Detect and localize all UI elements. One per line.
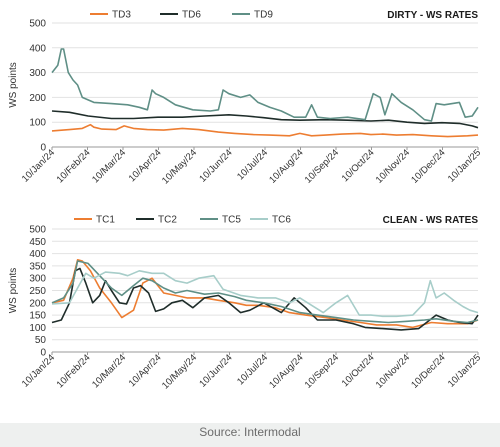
dirty-y-axis-label: WS points: [8, 62, 19, 108]
dirty-x-tick-label: 10/Jun/24: [197, 147, 234, 184]
clean-y-tick-label: 350: [29, 261, 46, 272]
clean-x-tick-label: 10/Oct/24: [340, 352, 377, 389]
clean-x-tick-label: 10/Dec/24: [409, 352, 447, 390]
clean-y-tick-label: 0: [40, 348, 46, 359]
dirty-series-line-td6: [51, 110, 479, 129]
clean-legend-label-tc5: TC5: [222, 215, 241, 226]
dirty-x-tick-label: 10/Oct/24: [340, 147, 377, 184]
clean-legend-label-tc2: TC2: [158, 215, 177, 226]
clean-y-tick-label: 250: [29, 286, 46, 297]
dirty-x-tick-label: 10/Jul/24: [235, 147, 270, 182]
dirty-x-tick-label: 10/Jan/25: [446, 147, 483, 184]
clean-x-tick-label: 10/Nov/24: [374, 352, 412, 390]
clean-y-tick-label: 450: [29, 237, 46, 248]
dirty-y-tick-label: 0: [40, 143, 46, 154]
clean-x-tick-label: 10/Apr/24: [127, 352, 164, 389]
clean-legend-label-tc6: TC6: [272, 215, 291, 226]
clean-y-axis-label: WS points: [8, 268, 19, 314]
dirty-y-tick-label: 100: [29, 118, 46, 129]
clean-series-line-tc5: [51, 260, 479, 324]
dirty-y-tick-label: 400: [29, 43, 46, 54]
clean-chart-title: CLEAN - WS RATES: [383, 215, 479, 226]
clean-legend-label-tc1: TC1: [96, 215, 115, 226]
dirty-legend-label-td6: TD6: [182, 10, 201, 21]
clean-y-tick-label: 400: [29, 249, 46, 260]
clean-x-tick-label: 10/Jul/24: [235, 352, 270, 387]
dirty-x-tick-label: 10/Apr/24: [127, 147, 164, 184]
dirty-x-tick-label: 10/May/24: [160, 147, 199, 186]
clean-series-line-tc6: [51, 270, 479, 318]
dirty-y-tick-label: 200: [29, 93, 46, 104]
dirty-x-tick-label: 10/Sep/24: [303, 147, 341, 185]
dirty-x-tick-label: 10/Aug/24: [267, 147, 305, 185]
dirty-legend-label-td3: TD3: [112, 10, 131, 21]
dirty-x-tick-label: 10/Feb/24: [55, 147, 93, 185]
dirty-x-tick-label: 10/Dec/24: [409, 147, 447, 185]
clean-x-tick-label: 10/Mar/24: [90, 352, 128, 390]
dirty-y-tick-label: 300: [29, 68, 46, 79]
clean-y-tick-label: 300: [29, 274, 46, 285]
dirty-chart-title: DIRTY - WS RATES: [387, 10, 478, 21]
clean-x-tick-label: 10/May/24: [160, 352, 199, 391]
clean-x-tick-label: 10/Jun/24: [197, 352, 234, 389]
clean-y-tick-label: 500: [29, 225, 46, 236]
clean-x-tick-label: 10/Jan/24: [20, 352, 57, 389]
clean-y-tick-label: 50: [35, 335, 47, 346]
clean-x-tick-label: 10/Sep/24: [303, 352, 341, 390]
dirty-series-line-td9: [51, 48, 479, 122]
clean-y-tick-label: 100: [29, 323, 46, 334]
dirty-x-tick-label: 10/Mar/24: [90, 147, 128, 185]
clean-x-tick-label: 10/Jan/25: [446, 352, 483, 389]
chart-panel: 0 100 200 300 400 500 WS points 10/Jan/24 10/Feb…: [0, 0, 500, 423]
dirty-x-tick-label: 10/Nov/24: [374, 147, 412, 185]
dirty-legend-label-td9: TD9: [254, 10, 273, 21]
clean-x-tick-label: 10/Feb/24: [55, 352, 93, 390]
dirty-x-tick-label: 10/Jan/24: [20, 147, 57, 184]
clean-y-tick-label: 200: [29, 298, 46, 309]
clean-series-line-tc2: [51, 267, 479, 331]
dirty-series-line-td3: [51, 123, 479, 138]
dirty-y-tick-label: 500: [29, 19, 46, 30]
clean-series-line-tc1: [51, 259, 479, 329]
source-note: Source: Intermodal: [199, 425, 301, 439]
clean-x-tick-label: 10/Aug/24: [267, 352, 305, 390]
clean-y-tick-label: 150: [29, 311, 46, 322]
